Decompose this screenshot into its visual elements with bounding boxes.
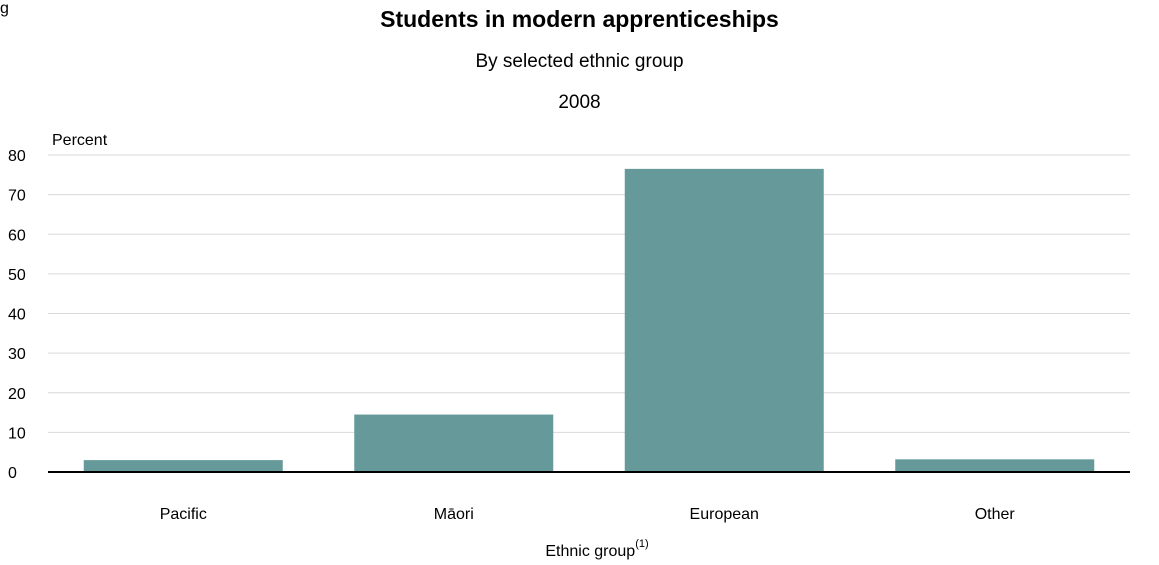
x-tick-label: European — [690, 506, 759, 523]
y-tick-labels: 0 10 20 30 40 50 60 70 80 — [8, 148, 26, 482]
x-axis-label: Ethnic group(1) — [545, 538, 648, 560]
y-tick-label: 40 — [8, 307, 26, 324]
gridlines — [48, 154, 1130, 433]
bar-māori — [354, 414, 554, 472]
figure-letter: g — [0, 0, 9, 17]
y-tick-label: 70 — [8, 188, 26, 205]
y-tick-label: 20 — [8, 386, 26, 403]
y-tick-label: 80 — [8, 148, 26, 165]
x-tick-label: Māori — [434, 506, 474, 523]
y-tick-label: 0 — [8, 465, 17, 482]
x-tick-label: Other — [975, 506, 1016, 523]
y-tick-label: 10 — [8, 425, 26, 442]
chart-period: 2008 — [558, 92, 601, 113]
bar-european — [624, 168, 824, 472]
chart-subtitle: By selected ethnic group — [475, 51, 684, 72]
y-tick-label: 50 — [8, 267, 26, 284]
x-tick-labels: Pacific Māori European Other — [160, 506, 1016, 523]
x-tick-label: Pacific — [160, 506, 207, 523]
bars — [83, 168, 1095, 472]
y-tick-label: 30 — [8, 346, 26, 363]
y-axis-label: Percent — [52, 132, 108, 149]
bar-pacific — [83, 460, 283, 472]
chart-title: Students in modern apprenticeships — [380, 6, 779, 32]
x-axis-label-note: (1) — [635, 538, 648, 550]
x-axis-label-text: Ethnic group — [545, 543, 635, 560]
y-tick-label: 60 — [8, 227, 26, 244]
bar-other — [895, 459, 1095, 472]
